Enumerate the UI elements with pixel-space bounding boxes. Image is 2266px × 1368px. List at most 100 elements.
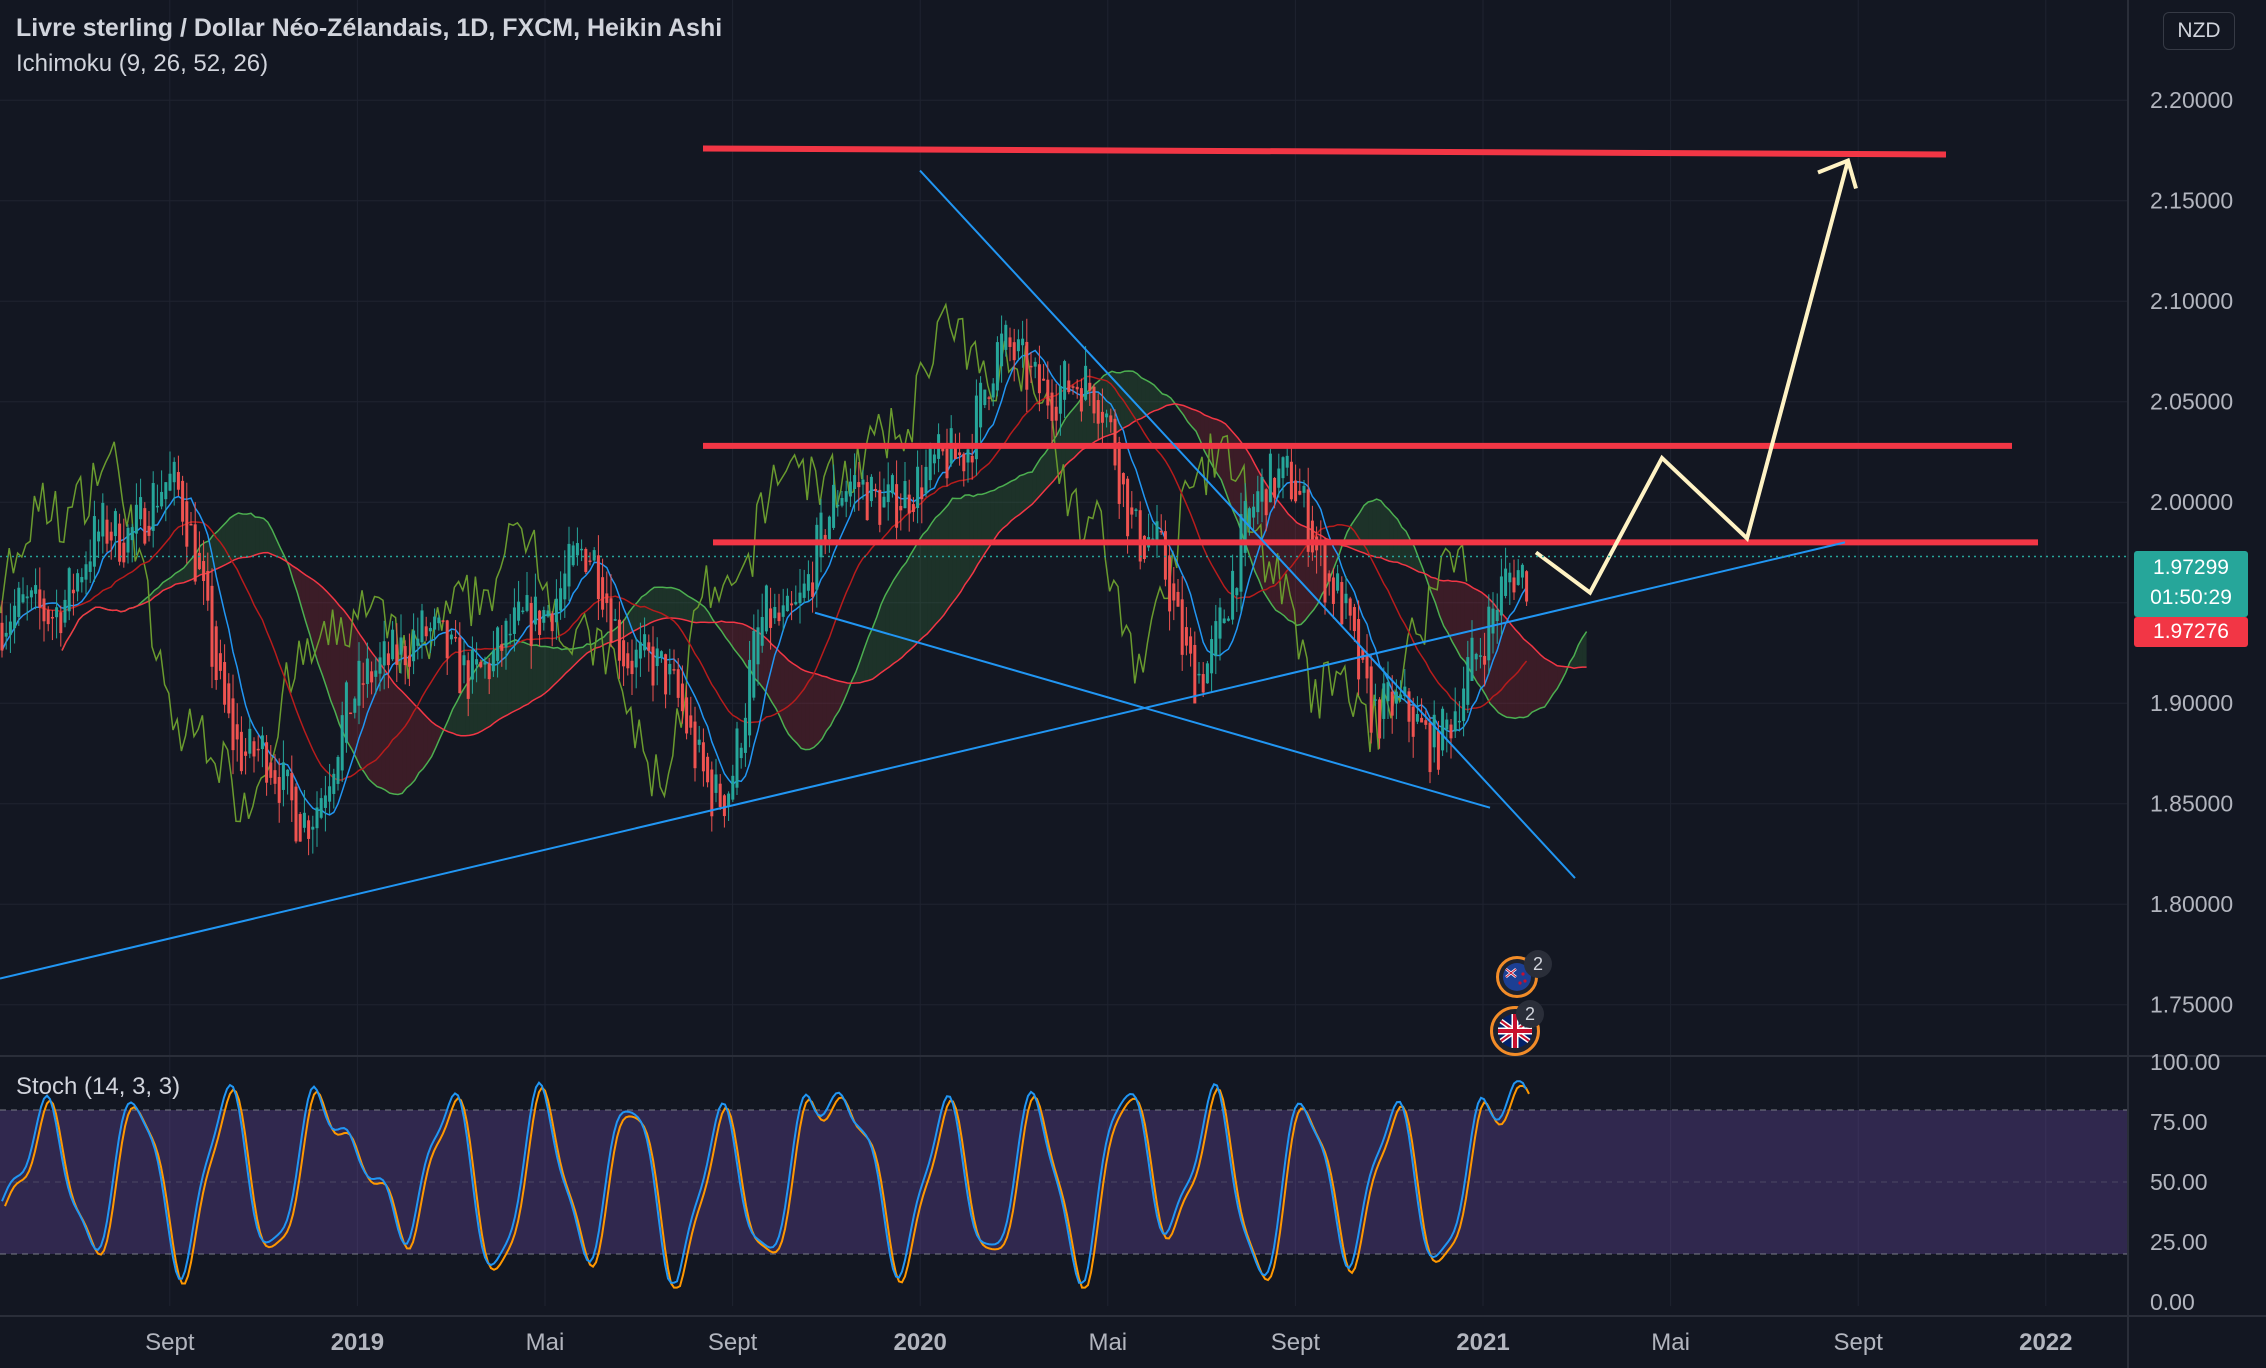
candle-body [559, 588, 563, 611]
cloud-segment [511, 639, 516, 713]
cloud-segment [1515, 629, 1520, 719]
cloud-segment [1452, 581, 1457, 650]
candle-body [105, 519, 109, 544]
cloud-segment [314, 580, 319, 664]
candle-body [546, 610, 550, 617]
candle-body [1168, 555, 1172, 612]
cloud-segment [969, 494, 974, 579]
chikou-span [0, 302, 1468, 823]
cloud-segment [1393, 514, 1398, 563]
candle-body [1193, 645, 1197, 704]
candle-body [122, 542, 126, 563]
candle-body [151, 483, 155, 531]
candle-body [1310, 520, 1314, 553]
candle-body [832, 484, 836, 528]
currency-button[interactable]: NZD [2163, 12, 2235, 50]
cloud-segment [1574, 645, 1579, 669]
x-tick-label: 2020 [894, 1329, 947, 1356]
cloud-segment [767, 639, 772, 702]
candle-body [1067, 380, 1071, 393]
candle-body [0, 622, 4, 651]
cloud-segment [1032, 465, 1037, 505]
cloud-segment [1183, 405, 1188, 422]
cloud-segment [276, 538, 281, 558]
cloud-segment [549, 647, 554, 690]
candle-body [1235, 588, 1239, 596]
candle-body [328, 786, 332, 802]
candle-body [651, 646, 655, 686]
candle-body [176, 472, 180, 490]
cloud-segment [1443, 580, 1448, 634]
ichimoku-legend[interactable]: Ichimoku (9, 26, 52, 26) [16, 50, 269, 77]
candle-body [790, 603, 794, 606]
candle-body [806, 574, 810, 591]
candle-body [718, 783, 722, 807]
candle-body [1403, 686, 1407, 697]
cloud-segment [419, 708, 424, 773]
candle-body [269, 762, 273, 778]
candle-body [1298, 490, 1302, 495]
cloud-segment [259, 517, 264, 554]
cloud-segment [931, 517, 936, 630]
cloud-segment [1506, 618, 1511, 718]
cloud-segment [792, 663, 797, 744]
candle-body [823, 534, 827, 544]
candle-body [55, 607, 59, 618]
candle-body [605, 593, 609, 604]
nz-event-icon[interactable] [1496, 956, 1538, 998]
candle-body [235, 724, 239, 740]
trend-line [919, 169, 1576, 879]
cloud-segment [1553, 663, 1558, 695]
candle-body [239, 731, 243, 772]
candle-body [1046, 379, 1050, 406]
candle-body [160, 491, 164, 507]
cloud-segment [897, 567, 902, 661]
candle-body [1361, 649, 1365, 660]
cloud-segment [297, 568, 302, 607]
candle-body [542, 610, 546, 623]
stoch-legend[interactable]: Stoch (14, 3, 3) [16, 1073, 181, 1100]
cloud-segment [326, 591, 331, 701]
candle-body [781, 605, 785, 617]
candle-body [760, 616, 764, 646]
cloud-segment [641, 594, 646, 627]
candle-body [399, 637, 403, 655]
cloud-segment [1414, 546, 1419, 572]
cloud-segment [1065, 412, 1070, 465]
drawings[interactable] [0, 145, 2038, 980]
candle-body [395, 644, 399, 665]
cloud-segment [1149, 382, 1154, 414]
candle-body [97, 531, 101, 542]
candle-body [567, 543, 571, 587]
candle-body [1239, 514, 1243, 592]
cloud-segment [414, 704, 419, 781]
cloud-segment [360, 635, 365, 773]
cloud-segment [910, 547, 915, 650]
candle-body [529, 602, 533, 647]
candle-body [130, 527, 134, 541]
cloud-segment [1519, 633, 1524, 718]
candle-body [916, 466, 920, 509]
cloud-segment [1007, 481, 1012, 526]
candle-body [1474, 653, 1478, 660]
candle-body [874, 488, 878, 491]
cloud-segment [742, 623, 747, 667]
candle-body [1159, 530, 1163, 533]
candle-body [1457, 720, 1461, 723]
candle-body [134, 504, 138, 534]
cloud-segment [423, 713, 428, 769]
candlesticks [0, 315, 1529, 856]
candle-body [1289, 461, 1293, 500]
candle-body [1428, 722, 1432, 773]
candle-body [336, 756, 340, 784]
cloud-segment [1389, 509, 1394, 562]
candle-body [277, 776, 281, 803]
candle-body [1294, 480, 1298, 502]
candle-body [1520, 564, 1524, 578]
candle-body [479, 661, 483, 668]
candle-body [798, 592, 802, 604]
candle-body [382, 641, 386, 666]
candle-body [445, 620, 449, 659]
cloud-segment [1044, 447, 1049, 491]
